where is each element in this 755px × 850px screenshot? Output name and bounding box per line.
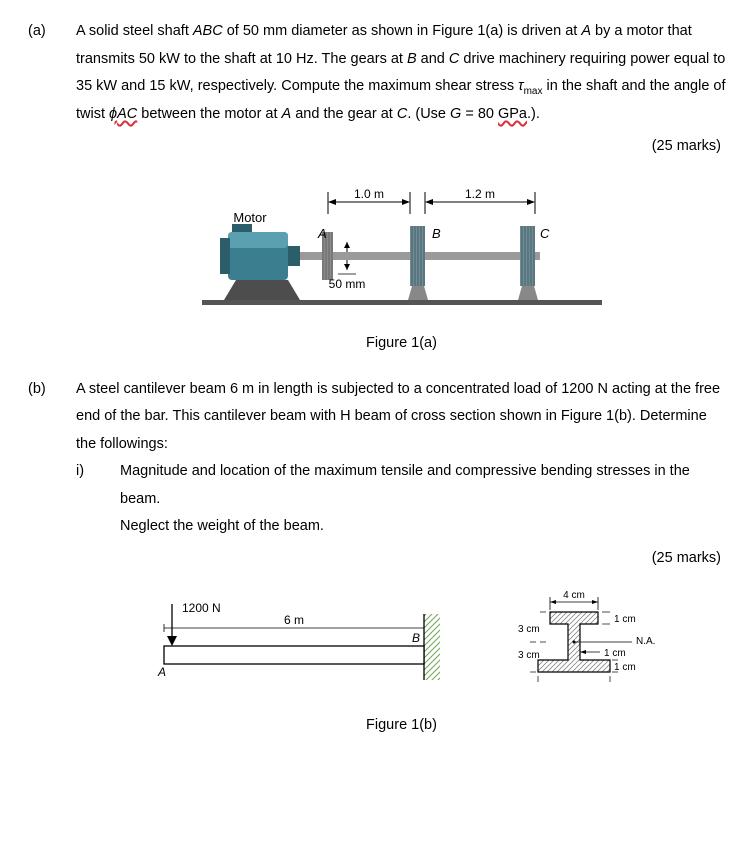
figure-1a: Motor A B C [202, 172, 602, 322]
text: of 50 mm diameter as shown in Figure 1(a… [223, 23, 582, 39]
len-bc: 1.2 m [464, 187, 494, 201]
part-b-marks: (25 marks) [76, 545, 721, 573]
sub-i-label: i) [76, 458, 120, 541]
sec-bf: 1 cm [614, 662, 636, 673]
part-b: (b) A steel cantilever beam 6 m in lengt… [28, 376, 727, 758]
ac: AC [117, 106, 137, 122]
motor-label: Motor [233, 210, 267, 225]
text: Magnitude and location of the maximum te… [120, 463, 690, 507]
sec-na: N.A. [636, 636, 655, 647]
text: C [397, 106, 407, 122]
gpa: GPa [498, 106, 527, 122]
sec-h2: 3 cm [518, 650, 540, 661]
part-a-content: A solid steel shaft ABC of 50 mm diamete… [76, 18, 727, 376]
sub-max: max [524, 86, 543, 97]
text: . (Use [407, 106, 450, 122]
sec-tf: 1 cm [614, 614, 636, 625]
text: = 80 [461, 106, 498, 122]
text: .). [527, 106, 540, 122]
B-label: B [432, 226, 441, 241]
len-6m: 6 m [283, 613, 303, 627]
load-label: 1200 N [182, 601, 221, 615]
text: A [282, 106, 292, 122]
part-b-label: (b) [28, 376, 76, 758]
sec-h1: 3 cm [518, 624, 540, 635]
text: A [581, 23, 591, 39]
text: between the motor at [137, 106, 281, 122]
A-label: A [317, 226, 327, 241]
sub-i: i) Magnitude and location of the maximum… [76, 458, 727, 541]
text: A solid steel shaft [76, 23, 193, 39]
sec-4cm: 4 cm [563, 590, 585, 601]
text: B [407, 51, 417, 67]
beam-A: A [157, 665, 166, 679]
dia-label: 50 mm [328, 277, 365, 291]
text: C [449, 51, 459, 67]
len-ab: 1.0 m [353, 187, 383, 201]
text: and [417, 51, 449, 67]
part-b-content: A steel cantilever beam 6 m in length is… [76, 376, 727, 758]
sec-webt: 1 cm [604, 648, 626, 659]
text: and the gear at [291, 106, 397, 122]
text: G [450, 106, 461, 122]
part-a-marks: (25 marks) [76, 133, 721, 161]
fig1a-caption: Figure 1(a) [76, 330, 727, 358]
neglect: Neglect the weight of the beam. [120, 513, 727, 541]
phi: ϕ [109, 106, 117, 122]
part-a: (a) A solid steel shaft ABC of 50 mm dia… [28, 18, 727, 376]
text: ABC [193, 23, 223, 39]
figure-1b: A B 1200 N 6 m 4 cm 1 [102, 584, 702, 704]
C-label: C [540, 226, 550, 241]
part-a-label: (a) [28, 18, 76, 376]
fig1b-caption: Figure 1(b) [76, 712, 727, 740]
part-b-p1: A steel cantilever beam 6 m in length is… [76, 376, 727, 459]
beam-B: B [412, 631, 420, 645]
sub-i-content: Magnitude and location of the maximum te… [120, 458, 727, 541]
